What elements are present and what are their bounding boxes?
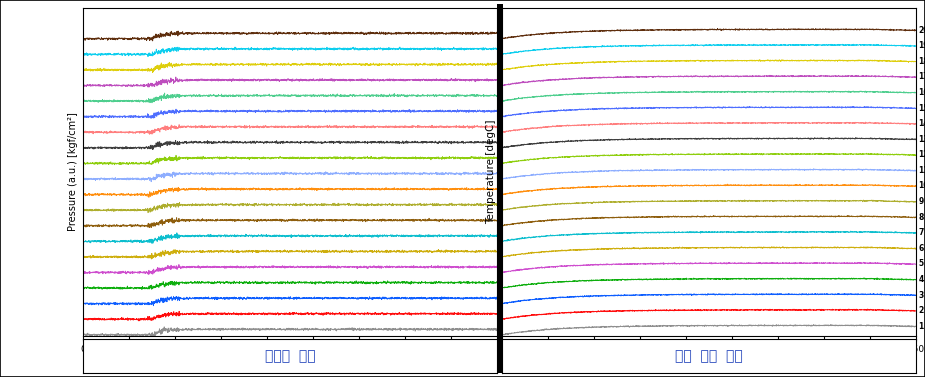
Text: 10: 10 <box>919 181 925 190</box>
Text: 9: 9 <box>500 200 505 209</box>
Text: 8: 8 <box>919 213 924 222</box>
Text: 3: 3 <box>919 291 924 299</box>
Text: 11: 11 <box>500 169 511 178</box>
Text: 12: 12 <box>500 153 511 162</box>
Text: 2: 2 <box>500 309 505 318</box>
Text: 7: 7 <box>919 228 924 237</box>
Text: 가압력  변화: 가압력 변화 <box>265 349 315 363</box>
Text: 14: 14 <box>919 119 925 128</box>
Text: 14: 14 <box>500 122 511 131</box>
Text: 5: 5 <box>919 259 924 268</box>
Text: 가열  온도  변화: 가열 온도 변화 <box>675 349 743 363</box>
Text: 17: 17 <box>500 75 511 84</box>
Text: 1: 1 <box>500 325 505 334</box>
Text: 8: 8 <box>500 216 505 225</box>
Text: 18: 18 <box>500 60 511 69</box>
Y-axis label: Temperature [degC]: Temperature [degC] <box>487 119 496 224</box>
Text: 10: 10 <box>500 185 511 194</box>
Text: 16: 16 <box>500 91 511 100</box>
Text: 7: 7 <box>500 231 505 240</box>
Text: 12: 12 <box>919 150 925 159</box>
Text: 19: 19 <box>919 41 925 50</box>
Text: 1: 1 <box>919 322 924 331</box>
Text: 15: 15 <box>500 107 511 116</box>
Text: 17: 17 <box>919 72 925 81</box>
X-axis label: Time [sec.]: Time [sec.] <box>674 360 744 370</box>
Text: 4: 4 <box>919 275 924 284</box>
Text: 9: 9 <box>919 197 924 206</box>
Text: 20: 20 <box>500 29 511 38</box>
Text: 11: 11 <box>919 166 925 175</box>
Text: 18: 18 <box>919 57 925 66</box>
Text: 2: 2 <box>919 306 924 315</box>
Text: 19: 19 <box>500 44 511 53</box>
Y-axis label: Pressure (a.u.) [kgf/cm²]: Pressure (a.u.) [kgf/cm²] <box>68 112 78 231</box>
X-axis label: Time [sec.]: Time [sec.] <box>255 360 325 370</box>
Text: 13: 13 <box>919 135 925 144</box>
Text: 16: 16 <box>919 88 925 97</box>
Text: 20: 20 <box>919 26 925 35</box>
Text: 4: 4 <box>500 278 505 287</box>
Text: 5: 5 <box>500 262 505 271</box>
Text: 6: 6 <box>500 247 505 256</box>
Text: 6: 6 <box>919 244 924 253</box>
Text: 3: 3 <box>500 294 505 303</box>
Text: 13: 13 <box>500 138 511 147</box>
Text: 15: 15 <box>919 104 925 113</box>
